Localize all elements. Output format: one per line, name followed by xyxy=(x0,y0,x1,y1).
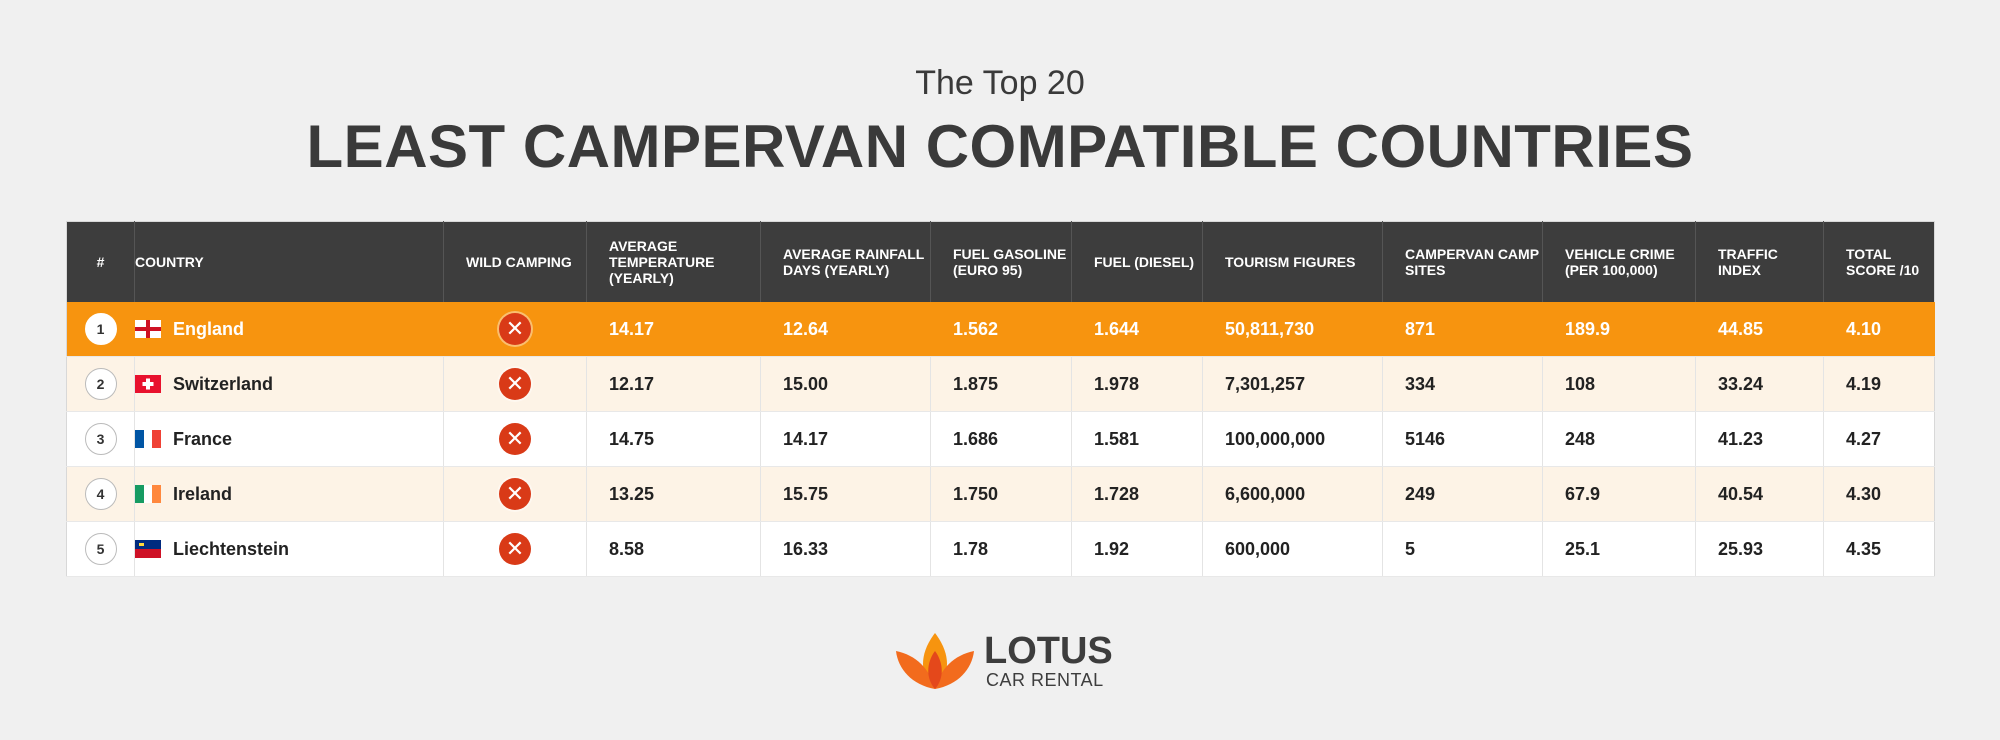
tourism-figures: 100,000,000 xyxy=(1202,411,1383,467)
camp-sites: 5146 xyxy=(1382,411,1543,467)
total-score: 4.27 xyxy=(1823,411,1935,467)
close-icon: ✕ xyxy=(499,313,531,345)
col-header-country[interactable]: COUNTRY xyxy=(134,221,444,302)
table-row[interactable]: 4 Ireland ✕ 13.25 15.75 1.750 1.728 6,60… xyxy=(66,466,1935,522)
country-name: France xyxy=(173,428,233,449)
rank-badge: 2 xyxy=(84,368,117,400)
table-row[interactable]: 2 Switzerland ✕ 12.17 15.00 1.875 1.978 … xyxy=(66,356,1935,412)
rank-badge: 4 xyxy=(84,478,117,510)
traffic-index: 41.23 xyxy=(1695,411,1824,467)
country-name: Liechtenstein xyxy=(173,538,290,559)
rank-badge: 1 xyxy=(84,313,117,345)
fuel-diesel: 1.978 xyxy=(1071,356,1203,412)
vehicle-crime: 67.9 xyxy=(1542,466,1696,522)
camp-sites: 871 xyxy=(1382,302,1543,357)
avg-rainfall: 16.33 xyxy=(760,521,931,577)
camp-sites: 334 xyxy=(1382,356,1543,412)
logo-wordmark: LOTUS xyxy=(984,630,1113,672)
col-header-rank[interactable]: # xyxy=(66,221,135,302)
lotus-flower-icon xyxy=(896,633,974,689)
avg-temperature: 14.17 xyxy=(586,302,761,357)
avg-rainfall: 15.00 xyxy=(760,356,931,412)
tourism-figures: 600,000 xyxy=(1202,521,1383,577)
vehicle-crime: 108 xyxy=(1542,356,1696,412)
camp-sites: 249 xyxy=(1382,466,1543,522)
close-icon: ✕ xyxy=(499,423,531,455)
fuel-diesel: 1.581 xyxy=(1071,411,1203,467)
tourism-figures: 7,301,257 xyxy=(1202,356,1383,412)
avg-temperature: 14.75 xyxy=(586,411,761,467)
avg-temperature: 12.17 xyxy=(586,356,761,412)
close-icon: ✕ xyxy=(499,368,531,400)
col-header-fuel-gasoline[interactable]: FUEL GASOLINE (EURO 95) xyxy=(930,221,1072,302)
col-header-avg-temperature[interactable]: AVERAGE TEMPERATURE (YEARLY) xyxy=(586,221,761,302)
traffic-index: 44.85 xyxy=(1695,302,1824,357)
close-icon: ✕ xyxy=(499,533,531,565)
col-header-wild-camping[interactable]: WILD CAMPING xyxy=(443,221,587,302)
lotus-logo xyxy=(890,625,1120,695)
traffic-index: 40.54 xyxy=(1695,466,1824,522)
avg-temperature: 13.25 xyxy=(586,466,761,522)
col-header-avg-rainfall[interactable]: AVERAGE RAINFALL DAYS (YEARLY) xyxy=(760,221,931,302)
fuel-gasoline: 1.875 xyxy=(930,356,1072,412)
tourism-figures: 50,811,730 xyxy=(1202,302,1383,357)
col-header-camp-sites[interactable]: CAMPERVAN CAMP SITES xyxy=(1382,221,1543,302)
fuel-gasoline: 1.78 xyxy=(930,521,1072,577)
logo-tagline: CAR RENTAL xyxy=(986,670,1104,690)
page-subtitle: The Top 20 xyxy=(915,64,1085,102)
avg-temperature: 8.58 xyxy=(586,521,761,577)
country-name: England xyxy=(173,318,244,339)
avg-rainfall: 15.75 xyxy=(760,466,931,522)
fuel-gasoline: 1.562 xyxy=(930,302,1072,357)
total-score: 4.10 xyxy=(1823,302,1935,357)
england-flag-icon xyxy=(135,320,161,339)
avg-rainfall: 14.17 xyxy=(760,411,931,467)
table-row[interactable]: 1 England ✕ 14.17 12.64 1.562 1.644 50,8… xyxy=(66,302,1935,357)
close-icon: ✕ xyxy=(499,478,531,510)
traffic-index: 33.24 xyxy=(1695,356,1824,412)
fuel-gasoline: 1.750 xyxy=(930,466,1072,522)
fuel-diesel: 1.92 xyxy=(1071,521,1203,577)
table-row[interactable]: 5 Liechtenstein ✕ 8.58 16.33 1.78 1.92 6… xyxy=(66,521,1935,577)
col-header-fuel-diesel[interactable]: FUEL (DIESEL) xyxy=(1071,221,1203,302)
switzerland-flag-icon xyxy=(135,375,161,394)
page-title: LEAST CAMPERVAN COMPATIBLE COUNTRIES xyxy=(306,113,1694,180)
fuel-diesel: 1.644 xyxy=(1071,302,1203,357)
table-header-row: # COUNTRY WILD CAMPING AVERAGE TEMPERATU… xyxy=(66,221,1935,302)
traffic-index: 25.93 xyxy=(1695,521,1824,577)
fuel-diesel: 1.728 xyxy=(1071,466,1203,522)
total-score: 4.35 xyxy=(1823,521,1935,577)
fuel-gasoline: 1.686 xyxy=(930,411,1072,467)
col-header-vehicle-crime[interactable]: VEHICLE CRIME (PER 100,000) xyxy=(1542,221,1696,302)
rank-badge: 3 xyxy=(84,423,117,455)
camp-sites: 5 xyxy=(1382,521,1543,577)
vehicle-crime: 25.1 xyxy=(1542,521,1696,577)
col-header-total-score[interactable]: TOTAL SCORE /10 xyxy=(1823,221,1935,302)
france-flag-icon xyxy=(135,430,161,449)
col-header-tourism[interactable]: TOURISM FIGURES xyxy=(1202,221,1383,302)
vehicle-crime: 189.9 xyxy=(1542,302,1696,357)
tourism-figures: 6,600,000 xyxy=(1202,466,1383,522)
avg-rainfall: 12.64 xyxy=(760,302,931,357)
country-name: Switzerland xyxy=(173,373,274,394)
vehicle-crime: 248 xyxy=(1542,411,1696,467)
rank-badge: 5 xyxy=(84,533,117,565)
ireland-flag-icon xyxy=(135,485,161,504)
country-name: Ireland xyxy=(173,483,233,504)
countries-table: # COUNTRY WILD CAMPING AVERAGE TEMPERATU… xyxy=(66,221,1935,577)
total-score: 4.30 xyxy=(1823,466,1935,522)
liechtenstein-flag-icon xyxy=(135,540,161,559)
total-score: 4.19 xyxy=(1823,356,1935,412)
col-header-traffic-index[interactable]: TRAFFIC INDEX xyxy=(1695,221,1824,302)
table-row[interactable]: 3 France ✕ 14.75 14.17 1.686 1.581 100,0… xyxy=(66,411,1935,467)
